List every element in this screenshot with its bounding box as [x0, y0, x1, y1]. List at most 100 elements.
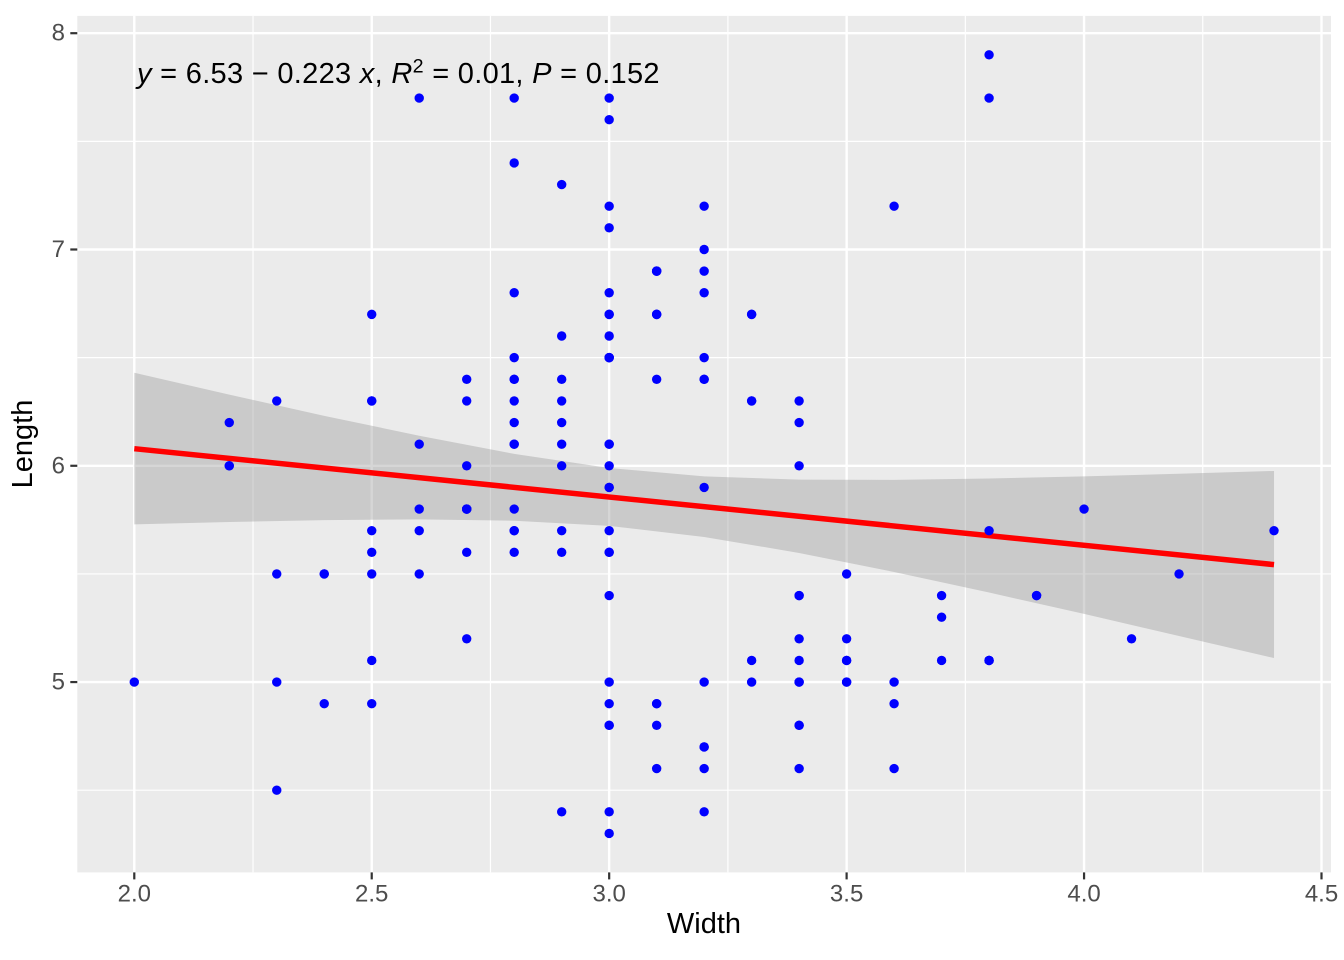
equation-segment: 2 — [412, 55, 424, 78]
data-point — [889, 763, 899, 774]
data-point — [604, 115, 614, 125]
equation-segment: R — [391, 58, 413, 90]
data-point — [604, 439, 614, 449]
data-point — [794, 396, 804, 406]
data-point — [651, 720, 662, 731]
data-point — [936, 590, 947, 601]
x-tick-label: 4.0 — [1067, 881, 1100, 908]
equation-segment: , — [374, 58, 392, 90]
data-point — [984, 655, 994, 666]
data-point — [794, 634, 804, 644]
data-point — [1031, 590, 1042, 601]
data-point — [699, 288, 709, 298]
data-point — [794, 461, 804, 471]
data-point — [651, 266, 662, 276]
data-point — [556, 179, 567, 190]
data-point — [841, 634, 852, 644]
regression-equation: y = 6.53 − 0.223 x, R2 = 0.01, P = 0.152 — [137, 55, 660, 91]
data-point — [509, 158, 519, 168]
data-point — [272, 569, 282, 579]
data-point — [1079, 504, 1089, 514]
y-tick-label: 8 — [52, 20, 65, 47]
data-point — [272, 677, 282, 687]
x-tick-label: 2.5 — [355, 881, 388, 908]
data-point — [651, 309, 662, 320]
data-point — [556, 439, 567, 449]
data-point — [651, 698, 662, 709]
data-point — [794, 677, 804, 687]
data-point — [414, 93, 424, 103]
data-point — [699, 201, 709, 211]
data-point — [604, 223, 614, 233]
data-point — [746, 677, 757, 687]
data-point — [936, 655, 947, 666]
data-point — [699, 244, 709, 255]
equation-segment: y — [137, 58, 152, 90]
data-point — [604, 93, 614, 103]
data-point — [509, 374, 519, 384]
data-point — [604, 547, 614, 557]
data-point — [794, 417, 804, 428]
data-point — [556, 374, 567, 384]
data-point — [699, 677, 709, 687]
data-point — [462, 461, 472, 471]
data-point — [604, 461, 614, 471]
data-point — [889, 677, 899, 687]
data-point — [367, 309, 377, 320]
data-point — [462, 547, 472, 557]
data-point — [224, 417, 234, 428]
data-point — [604, 288, 614, 298]
data-point — [556, 331, 567, 341]
x-axis-title: Width — [667, 908, 741, 940]
data-point — [841, 655, 852, 666]
regression-line — [134, 445, 1275, 568]
data-point — [509, 93, 519, 103]
data-point — [224, 461, 234, 471]
data-point — [604, 352, 614, 363]
data-point — [984, 50, 994, 60]
data-point — [699, 482, 709, 493]
y-tick-label: 5 — [52, 669, 65, 696]
y-tick-label: 6 — [52, 452, 65, 479]
data-point — [462, 634, 472, 644]
data-point — [746, 309, 757, 320]
data-point — [319, 569, 329, 579]
data-point — [604, 309, 614, 320]
data-point — [699, 352, 709, 363]
equation-segment: = 0.01, — [423, 58, 533, 90]
data-point — [272, 785, 282, 795]
data-point — [462, 396, 472, 406]
data-point — [746, 396, 757, 406]
y-axis-title: Length — [7, 400, 39, 489]
x-tick-label: 4.5 — [1305, 881, 1338, 908]
data-point — [367, 525, 377, 536]
equation-segment: = 0.152 — [551, 58, 660, 90]
data-point — [414, 525, 424, 536]
data-point — [841, 569, 852, 579]
data-point — [556, 525, 567, 536]
data-point — [984, 525, 994, 536]
x-tick-label: 2.0 — [118, 881, 151, 908]
data-point — [1269, 525, 1279, 536]
data-point — [1126, 634, 1137, 644]
data-point — [841, 677, 852, 687]
data-point — [984, 93, 994, 103]
plot-panel — [77, 15, 1331, 873]
data-point — [651, 763, 662, 774]
data-point — [129, 677, 139, 687]
data-point — [414, 439, 424, 449]
data-point — [699, 763, 709, 774]
data-point — [509, 504, 519, 514]
data-point — [367, 569, 377, 579]
x-tick-label: 3.5 — [830, 881, 863, 908]
data-point — [604, 525, 614, 536]
data-point — [367, 698, 377, 709]
y-tick-label: 7 — [52, 236, 65, 263]
data-point — [509, 525, 519, 536]
data-point — [794, 720, 804, 731]
data-point — [556, 807, 567, 817]
data-point — [604, 698, 614, 709]
data-point — [699, 266, 709, 276]
data-point — [604, 720, 614, 731]
